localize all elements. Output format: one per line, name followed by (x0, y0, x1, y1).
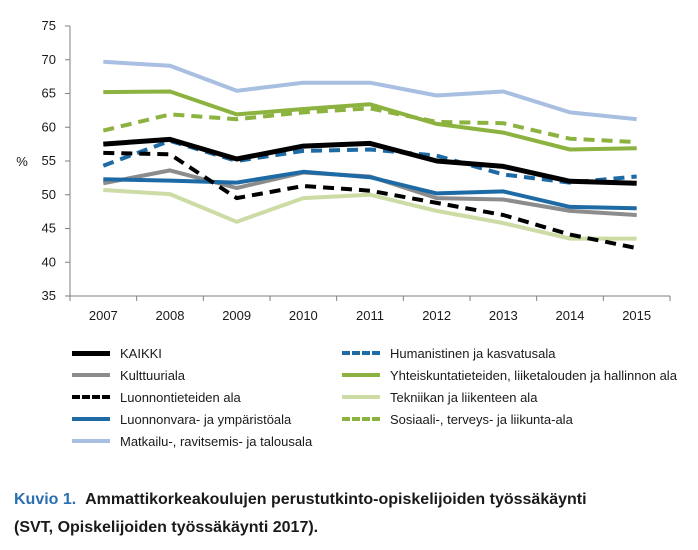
caption-title: Ammattikorkeakoulujen perustutkinto-opis… (85, 491, 587, 508)
legend-item: Sosiaali-, terveys- ja liikunta-ala (342, 408, 573, 430)
y-tick-label: 35 (42, 288, 56, 303)
y-tick-label: 60 (42, 119, 56, 134)
caption-source: (SVT, Opiskelijoiden työssäkäynti 2017). (14, 519, 319, 536)
y-tick-label: 65 (42, 86, 56, 101)
x-tick-label: 2013 (489, 308, 518, 323)
x-tick-label: 2010 (289, 308, 318, 323)
legend-swatch (72, 373, 110, 377)
y-tick-label: 55 (42, 153, 56, 168)
x-tick-label: 2015 (622, 308, 651, 323)
legend-item: KAIKKI (72, 342, 162, 364)
x-tick-label: 2007 (89, 308, 118, 323)
figure-caption: Kuvio 1. Ammattikorkeakoulujen perustutk… (14, 486, 587, 542)
legend-swatch (342, 395, 380, 399)
series-line-6 (103, 89, 637, 152)
y-tick-label: 50 (42, 187, 56, 202)
legend-label: KAIKKI (120, 345, 162, 361)
y-tick-label: 40 (42, 254, 56, 269)
legend-swatch (72, 395, 110, 399)
legend-item: Luonnonvara- ja ympäristöala (72, 408, 291, 430)
series-line-3 (103, 169, 637, 211)
legend-item: Luonnontieteiden ala (72, 386, 241, 408)
legend-item: Humanistinen ja kasvatusala (342, 342, 555, 364)
y-tick-label: 70 (42, 52, 56, 67)
legend-label: Yhteiskuntatieteiden, liiketalouden ja h… (390, 367, 677, 383)
line-chart: 35 40 45 50 55 60 65 70 75% 2007 2008 2009 2010 2011 2… (16, 18, 671, 323)
legend-item: Tekniikan ja liikenteen ala (342, 386, 537, 408)
x-tick-label: 2011 (356, 308, 384, 323)
legend-label: Luonnontieteiden ala (120, 389, 241, 405)
legend-swatch (72, 350, 110, 356)
legend-swatch (72, 439, 110, 443)
y-tick-label: 75 (42, 18, 56, 33)
legend-swatch (72, 417, 110, 421)
series-line-7 (103, 188, 637, 241)
x-tick-label: 2008 (156, 308, 185, 323)
legend-swatch (342, 351, 380, 355)
x-tick-label: 2014 (556, 308, 585, 323)
x-tick-label: 2009 (222, 308, 251, 323)
legend-swatch (342, 373, 380, 377)
legend-item: Matkailu-, ravitsemis- ja talousala (72, 430, 312, 452)
legend-item: Yhteiskuntatieteiden, liiketalouden ja h… (342, 364, 677, 386)
y-tick-label: 45 (42, 221, 56, 236)
legend-label: Kulttuuriala (120, 367, 186, 383)
legend-label: Tekniikan ja liikenteen ala (390, 389, 538, 405)
legend-label: Humanistinen ja kasvatusala (390, 345, 556, 361)
series-line-0 (103, 136, 637, 186)
legend-label: Luonnonvara- ja ympäristöala (120, 411, 292, 427)
y-axis-label: % (16, 154, 28, 169)
legend-label: Sosiaali-, terveys- ja liikunta-ala (390, 411, 573, 427)
x-tick-label: 2012 (422, 308, 451, 323)
series-line-8 (102, 106, 637, 145)
legend-label: Matkailu-, ravitsemis- ja talousala (120, 433, 313, 449)
legend-swatch (342, 417, 380, 421)
series-line-4 (103, 59, 637, 122)
legend-item: Kulttuuriala (72, 364, 185, 386)
caption-label: Kuvio 1. (14, 491, 77, 508)
series-line-2 (103, 150, 638, 251)
